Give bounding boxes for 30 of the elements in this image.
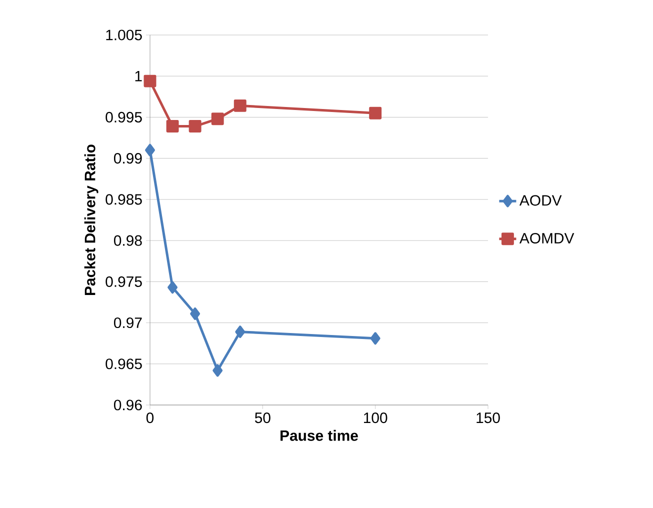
x-tick-label: 150 (476, 412, 500, 424)
point (166, 120, 179, 132)
point (145, 144, 155, 156)
legend-label: AOMDV (519, 232, 574, 244)
legend-label: AODV (519, 195, 562, 206)
y-tick-label: 0.965 (106, 358, 142, 370)
y-tick-label: 0.995 (106, 112, 142, 123)
x-axis-title: Pause time (280, 430, 358, 441)
x-tick-label: 0 (146, 412, 154, 424)
point (144, 74, 156, 88)
point (234, 99, 246, 112)
point (190, 308, 200, 320)
y-tick-label: 0.975 (106, 276, 142, 287)
point (369, 106, 382, 120)
point (188, 120, 202, 132)
point (211, 112, 224, 126)
y-tick-label: 1.005 (106, 30, 142, 40)
x-tick-label: 100 (364, 412, 388, 424)
y-tick-label: 0.97 (114, 317, 142, 328)
y-tick-label: 0.98 (114, 235, 142, 246)
point (370, 332, 380, 345)
y-tick-label: 0.99 (114, 153, 142, 164)
y-tick-label: 0.985 (106, 194, 142, 205)
x-tick-label: 50 (254, 412, 270, 424)
y-tick-label: 1 (135, 70, 142, 82)
point (235, 326, 246, 338)
point (168, 281, 178, 294)
point (212, 364, 223, 377)
y-axis-title: Packet Delivery Ratio (84, 144, 98, 296)
y-tick-label: 0.96 (114, 400, 142, 410)
